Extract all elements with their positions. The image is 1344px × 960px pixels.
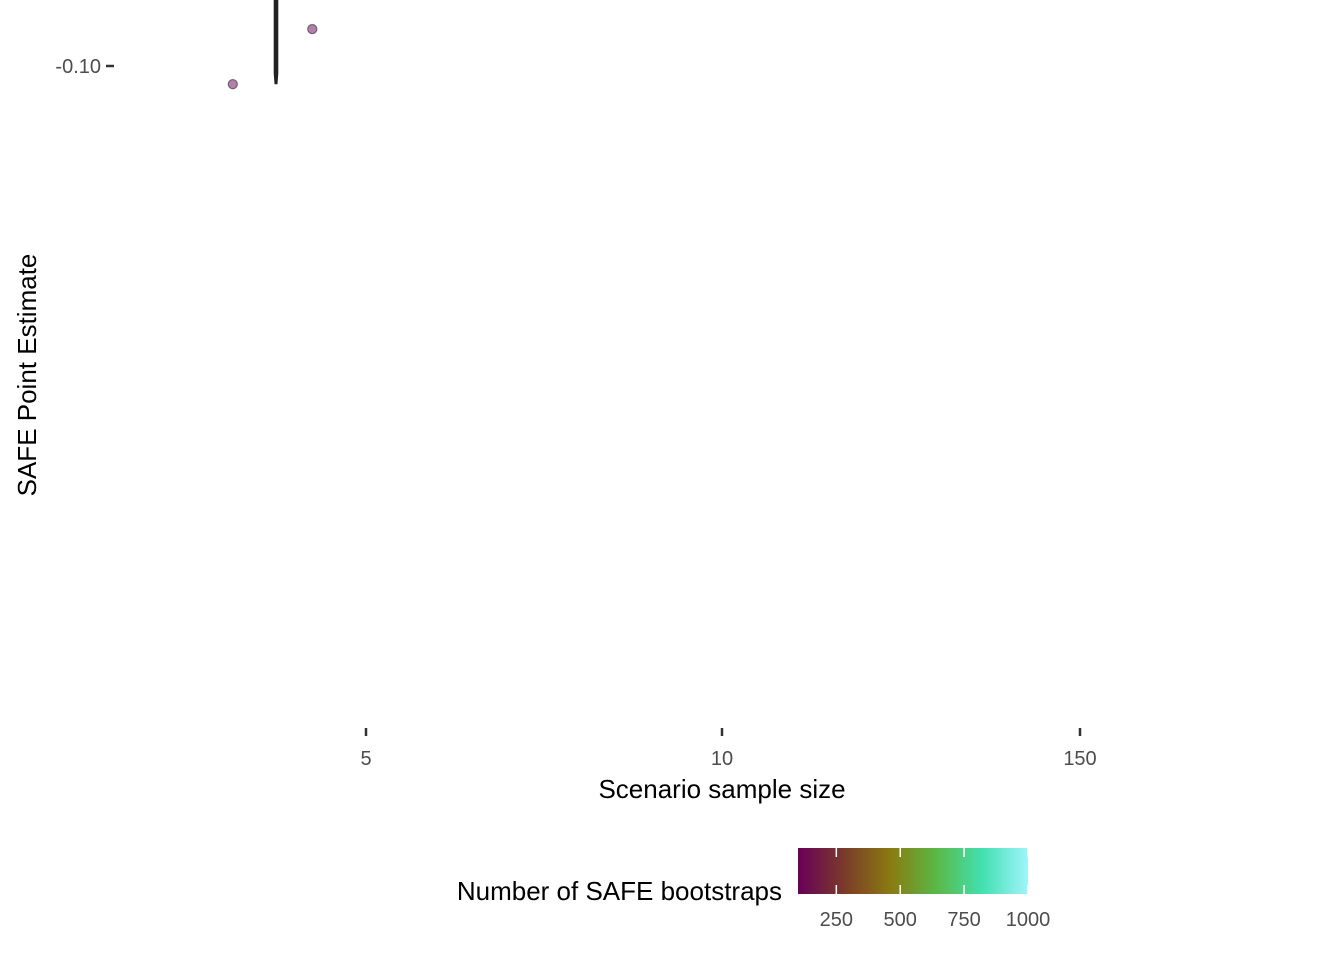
data-point [228,80,237,89]
data-point [308,24,317,33]
violin-0 [274,0,279,84]
plot-panel [200,0,1249,89]
